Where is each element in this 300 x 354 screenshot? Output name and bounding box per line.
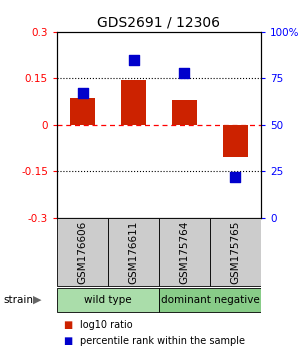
Text: strain: strain <box>3 295 33 305</box>
Point <box>131 57 136 63</box>
Point <box>80 90 85 96</box>
Text: percentile rank within the sample: percentile rank within the sample <box>80 336 244 346</box>
Text: GSM176611: GSM176611 <box>128 221 139 284</box>
Text: log10 ratio: log10 ratio <box>80 320 132 330</box>
Bar <box>70 98 95 125</box>
Bar <box>172 100 197 125</box>
Bar <box>159 288 261 312</box>
Text: ▶: ▶ <box>33 295 42 305</box>
Text: GSM175764: GSM175764 <box>179 221 190 284</box>
Point <box>233 174 238 180</box>
Bar <box>223 125 248 157</box>
Bar <box>108 218 159 286</box>
Bar <box>210 218 261 286</box>
Text: dominant negative: dominant negative <box>160 295 260 305</box>
Bar <box>159 218 210 286</box>
Bar <box>57 218 108 286</box>
Text: GSM175765: GSM175765 <box>230 221 241 284</box>
Text: wild type: wild type <box>84 295 132 305</box>
Text: GSM176606: GSM176606 <box>77 221 88 284</box>
Bar <box>57 288 159 312</box>
Text: ■: ■ <box>63 336 72 346</box>
Point <box>182 70 187 76</box>
Text: ■: ■ <box>63 320 72 330</box>
Title: GDS2691 / 12306: GDS2691 / 12306 <box>98 15 220 29</box>
Bar <box>121 80 146 125</box>
